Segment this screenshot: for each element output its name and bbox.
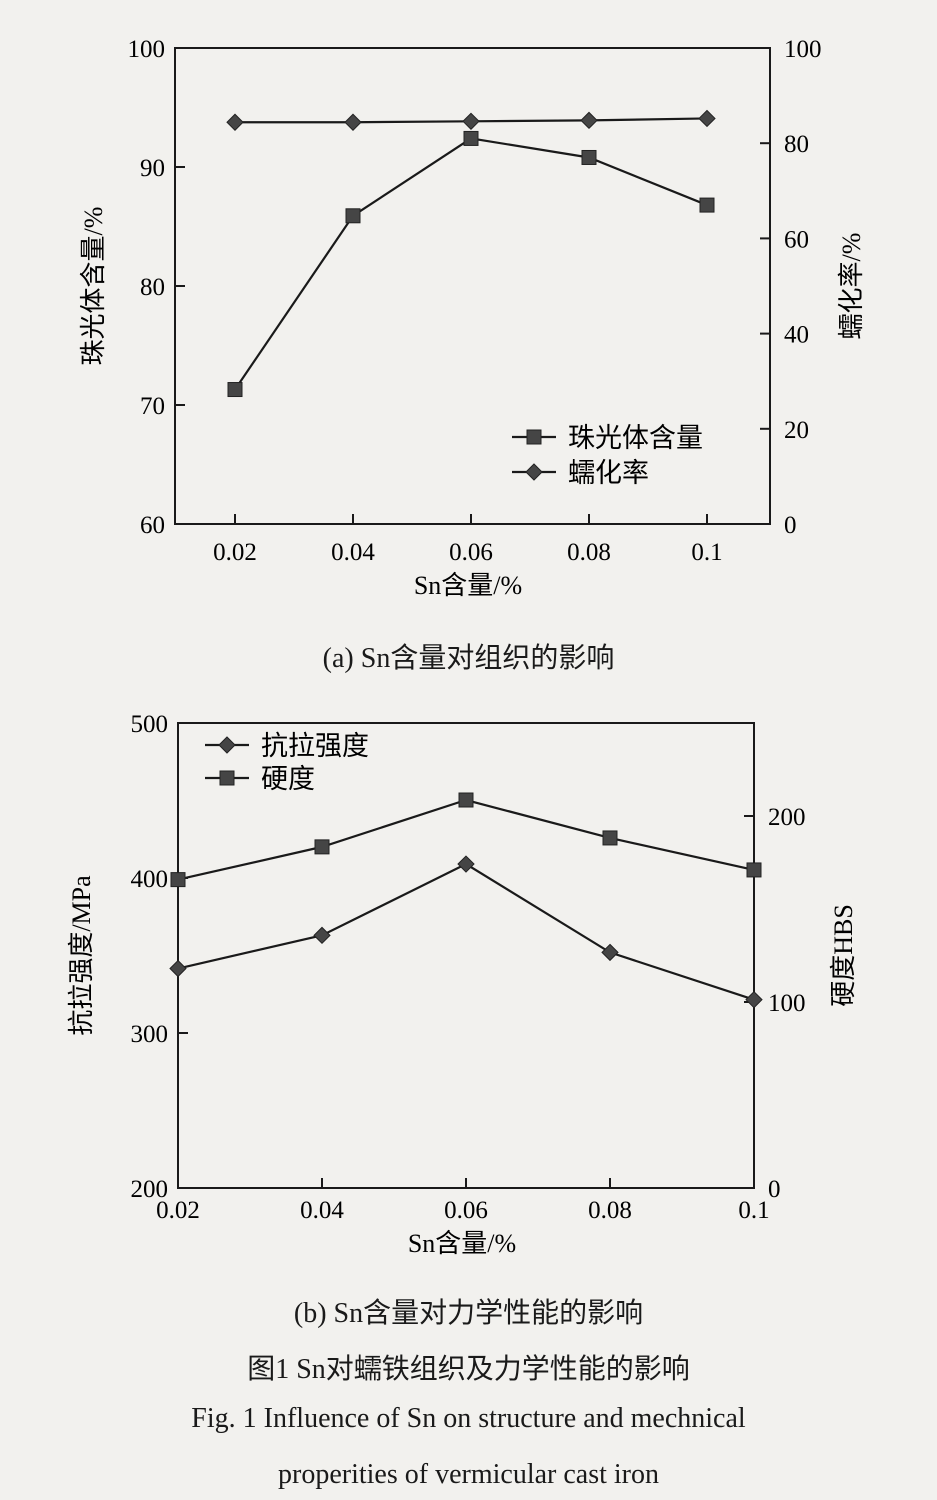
chart-a-data-point-square bbox=[581, 149, 597, 165]
chart-a-y-right-tick-label: 80 bbox=[784, 131, 809, 158]
chart-a-x-tick-label: 0.08 bbox=[567, 539, 611, 566]
chart-b-data-point-square bbox=[314, 839, 330, 855]
chart-b-data-point-diamond bbox=[457, 855, 475, 873]
chart-b-x-tick-label: 0.02 bbox=[156, 1197, 200, 1224]
chart-a-data-point-diamond bbox=[226, 113, 244, 131]
chart-b-legend-marker-diamond bbox=[218, 736, 236, 754]
chart-b-data-point-square bbox=[458, 792, 474, 808]
figure-title-en-1: Fig. 1 Influence of Sn on structure and … bbox=[191, 1403, 746, 1434]
caption-b: (b) Sn含量对力学性能的影响 bbox=[293, 1298, 644, 1329]
chart-b-series-line-0 bbox=[177, 862, 755, 1001]
chart-a-x-tick-label: 0.02 bbox=[213, 539, 257, 566]
chart-a-series-line-0 bbox=[234, 137, 708, 391]
chart-b-x-axis-label: Sn含量/% bbox=[408, 1229, 516, 1258]
chart-a-data-point-square bbox=[699, 197, 715, 213]
chart-a-legend-label: 珠光体含量 bbox=[568, 423, 703, 453]
figure-title-cn: 图1 Sn对蠕铁组织及力学性能的影响 bbox=[247, 1354, 690, 1385]
chart-b-y-tick-label: 500 bbox=[131, 711, 169, 738]
chart-b-legend-label: 抗拉强度 bbox=[261, 731, 369, 761]
chart-b-y-right-tick-label: 100 bbox=[768, 990, 806, 1017]
chart-a-data-point-diamond bbox=[580, 111, 598, 130]
chart-b-legend-marker-square bbox=[219, 770, 235, 786]
chart-b-y-tick-label: 400 bbox=[131, 866, 169, 893]
chart-a-y-tick-label: 60 bbox=[140, 512, 165, 539]
chart-b-x-tick-label: 0.08 bbox=[588, 1197, 632, 1224]
chart-a-x-tick-label: 0.04 bbox=[331, 539, 375, 566]
chart-b-data-point-square bbox=[602, 830, 618, 846]
chart-b-y-tick-label: 200 bbox=[131, 1176, 169, 1203]
chart-a-y-right-tick-label: 0 bbox=[784, 512, 797, 539]
chart-b-y-right-axis-label: 硬度HBS bbox=[829, 904, 858, 1007]
chart-a-data-point-square bbox=[463, 130, 479, 146]
chart-a-legend-marker-square bbox=[526, 429, 542, 445]
chart-b-x-tick-label: 0.04 bbox=[300, 1197, 344, 1224]
chart-b-data-point-square bbox=[746, 862, 762, 878]
chart-b-y-right-tick-label: 0 bbox=[768, 1176, 781, 1203]
chart-b-data-point-square bbox=[170, 872, 186, 888]
chart-a-y-tick-label: 70 bbox=[140, 393, 165, 420]
chart-b-x-tick-label: 0.1 bbox=[738, 1197, 769, 1224]
chart-b-x-tick-label: 0.06 bbox=[444, 1197, 488, 1224]
chart-a-x-tick-label: 0.06 bbox=[449, 539, 493, 566]
chart-a-data-point-diamond bbox=[462, 112, 480, 131]
figure-title-en-2: properities of vermicular cast iron bbox=[278, 1459, 659, 1490]
chart-b-y-tick-label: 300 bbox=[131, 1021, 169, 1048]
chart-a-y-tick-label: 100 bbox=[128, 36, 166, 63]
chart-a-y-right-axis-label: 蠕化率/% bbox=[837, 233, 866, 340]
chart-a-data-point-diamond bbox=[698, 109, 716, 128]
chart-a-legend-marker-diamond bbox=[525, 463, 543, 481]
chart-a-x-tick-label: 0.1 bbox=[691, 539, 722, 566]
chart-b-data-point-diamond bbox=[313, 926, 331, 945]
caption-a: (a) Sn含量对组织的影响 bbox=[322, 643, 615, 674]
chart-a-data-point-square bbox=[345, 208, 361, 224]
chart-b-legend-label: 硬度 bbox=[261, 764, 315, 794]
chart-a-y-right-tick-label: 60 bbox=[784, 226, 809, 253]
chart-b-y-right-tick-label: 200 bbox=[768, 804, 806, 831]
chart-a-y-tick-label: 90 bbox=[140, 155, 165, 182]
chart-a-y-right-tick-label: 100 bbox=[784, 36, 822, 63]
chart-a-y-right-tick-label: 40 bbox=[784, 322, 809, 349]
chart-a-data-point-diamond bbox=[344, 113, 362, 131]
chart-b-data-point-diamond bbox=[745, 990, 763, 1009]
chart-a-legend-label: 蠕化率 bbox=[568, 458, 649, 488]
chart-a-y-tick-label: 80 bbox=[140, 274, 165, 301]
chart-a-y-right-tick-label: 20 bbox=[784, 417, 809, 444]
chart-b-data-point-diamond bbox=[169, 959, 187, 978]
chart-b-y-axis-label: 抗拉强度/MPa bbox=[67, 875, 96, 1036]
chart-a-x-axis-label: Sn含量/% bbox=[414, 571, 522, 600]
chart-a-y-axis-label: 珠光体含量/% bbox=[79, 207, 108, 366]
chart-b-data-point-diamond bbox=[601, 943, 619, 962]
chart-a-data-point-square bbox=[227, 382, 243, 398]
